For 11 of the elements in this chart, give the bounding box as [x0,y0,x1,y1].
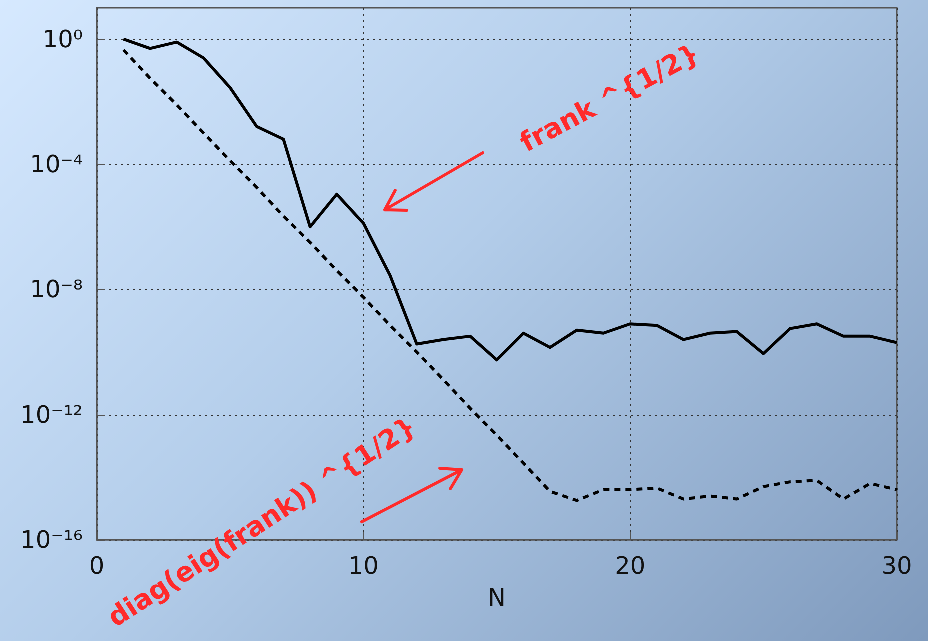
y-tick-label: 10⁻⁴ [30,150,83,178]
x-tick-label: 20 [615,552,646,580]
x-tick-label: 10 [348,552,379,580]
y-tick-label: 10⁻¹² [20,400,83,429]
y-tick-label: 10⁻⁸ [30,276,83,304]
x-axis-title: N [488,584,506,612]
y-tick-label: 10⁰ [42,25,83,54]
x-tick-label: 0 [89,552,105,580]
line-series [122,38,898,362]
x-tick-label: 30 [882,552,912,580]
y-tick-label: 10⁻¹⁶ [20,526,83,554]
